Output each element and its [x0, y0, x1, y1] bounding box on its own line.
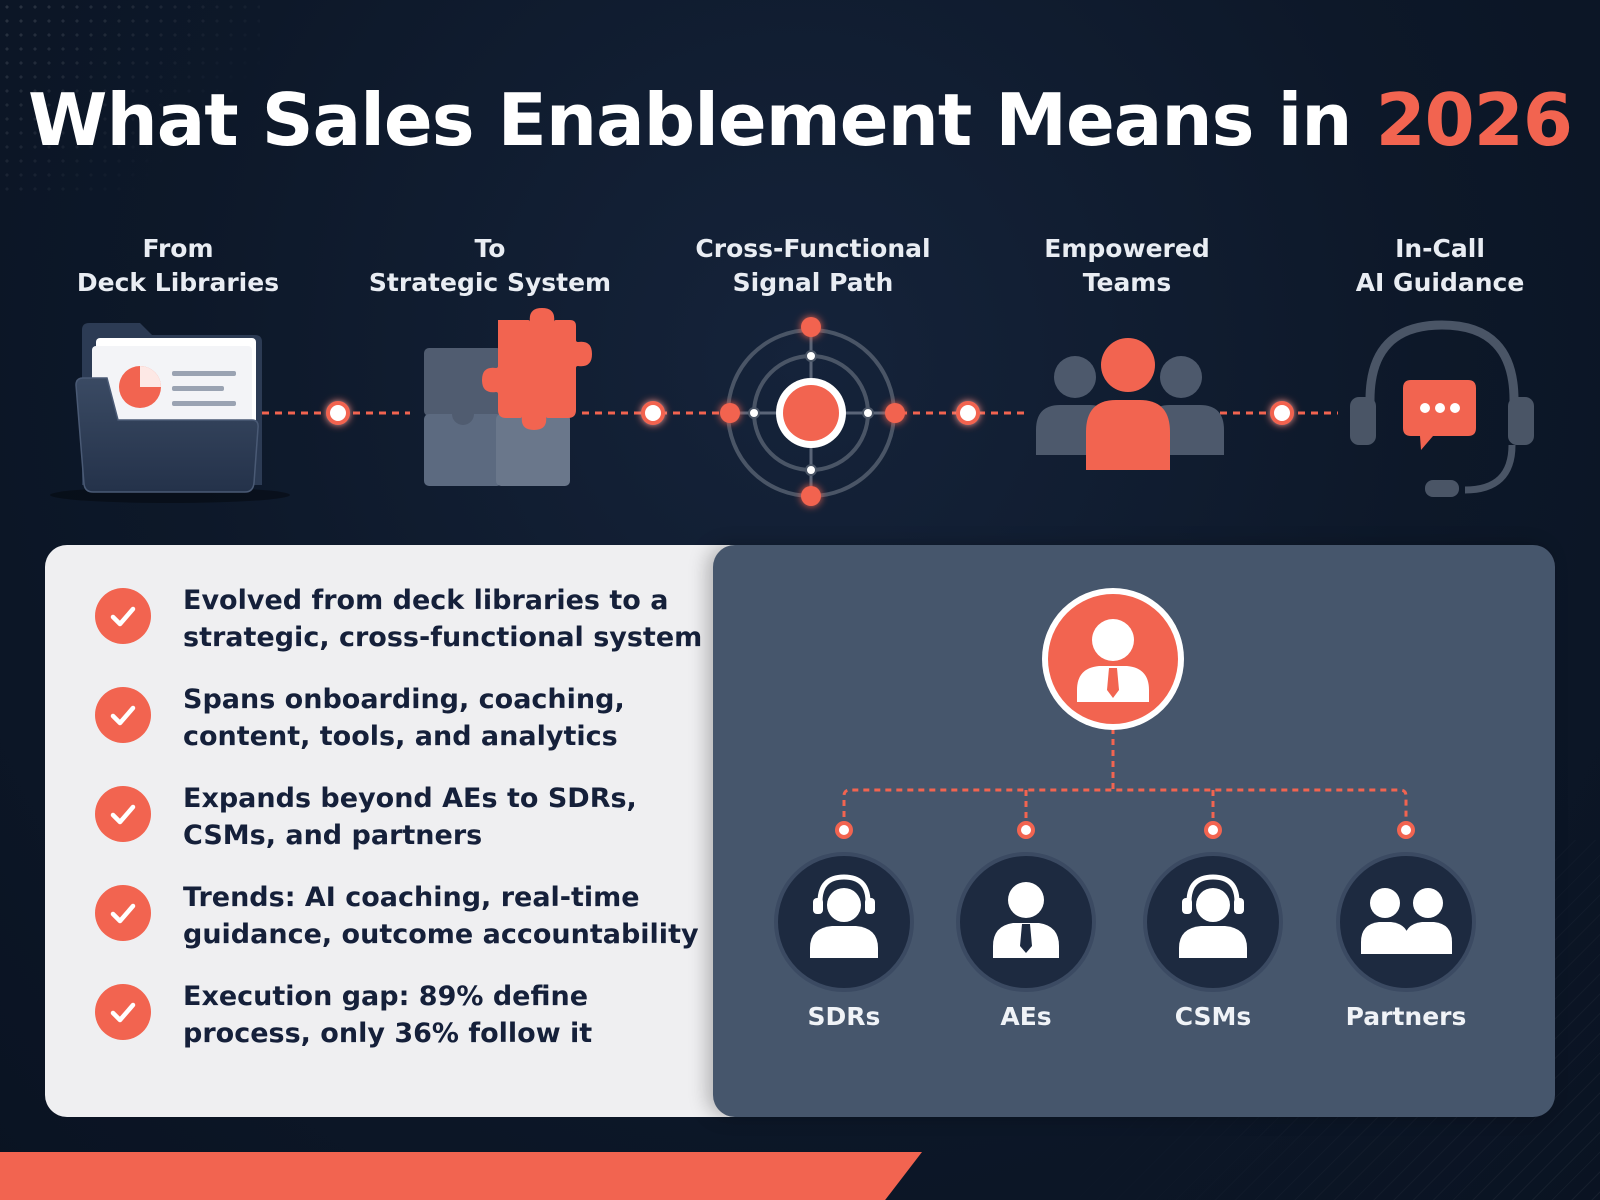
bullet-text: Expands beyond AEs to SDRs, CSMs, and pa… [183, 783, 637, 851]
bullet-item: Trends: AI coaching, real-time guidance,… [95, 882, 705, 965]
bullet-item: Execution gap: 89% define process, only … [95, 981, 705, 1064]
step-label-strategic-system: To Strategic System [350, 232, 630, 300]
headset-chat-icon [1350, 320, 1534, 497]
step-label-line2: Deck Libraries [76, 268, 280, 297]
step-label-line1: In-Call [1395, 234, 1485, 263]
step-label-line2: Strategic System [368, 268, 612, 297]
check-icon [95, 786, 151, 842]
dot-pattern-decoration [0, 0, 260, 200]
step-label-line2: Teams [1082, 268, 1172, 297]
step-label-line1: Empowered [1044, 234, 1210, 263]
role-label-partners: Partners [1345, 1002, 1467, 1031]
bullets-panel: Evolved from deck libraries to a strateg… [45, 545, 745, 1117]
bullet-text: Spans onboarding, coaching, content, too… [183, 684, 625, 752]
step-label-line1: From [142, 234, 214, 263]
team-icon [1036, 338, 1224, 470]
role-label-aes: AEs [1000, 1002, 1052, 1031]
role-label-csms: CSMs [1174, 1002, 1252, 1031]
page-title: What Sales Enablement Means in 2026 [0, 78, 1600, 162]
puzzle-icon [424, 308, 592, 486]
step-label-line1: Cross-Functional [695, 234, 931, 263]
step-label-deck-libraries: From Deck Libraries [38, 232, 318, 300]
bullet-item: Spans onboarding, coaching, content, too… [95, 684, 705, 767]
check-icon [95, 885, 151, 941]
bullet-item: Expands beyond AEs to SDRs, CSMs, and pa… [95, 783, 705, 866]
step-label-signal-path: Cross-Functional Signal Path [673, 232, 953, 300]
bullet-text: Trends: AI coaching, real-time guidance,… [183, 882, 699, 950]
check-icon [95, 588, 151, 644]
step-label-line1: To [474, 234, 506, 263]
role-label-sdrs: SDRs [807, 1002, 881, 1031]
folder-chart-icon [50, 323, 290, 503]
bullet-item: Evolved from deck libraries to a strateg… [95, 585, 705, 668]
org-chart-panel [713, 545, 1555, 1117]
bottom-accent-bar [0, 1152, 922, 1200]
check-icon [95, 687, 151, 743]
title-year: 2026 [1375, 78, 1573, 162]
step-label-ai-guidance: In-Call AI Guidance [1300, 232, 1580, 300]
step-label-line2: AI Guidance [1355, 268, 1525, 297]
target-icon [720, 317, 905, 506]
connector-nodes [326, 401, 1294, 425]
check-icon [95, 984, 151, 1040]
bullet-text: Evolved from deck libraries to a strateg… [183, 585, 703, 653]
step-label-line2: Signal Path [732, 268, 894, 297]
title-main: What Sales Enablement Means in [28, 78, 1376, 162]
step-label-empowered-teams: Empowered Teams [987, 232, 1267, 300]
bullet-text: Execution gap: 89% define process, only … [183, 981, 593, 1049]
